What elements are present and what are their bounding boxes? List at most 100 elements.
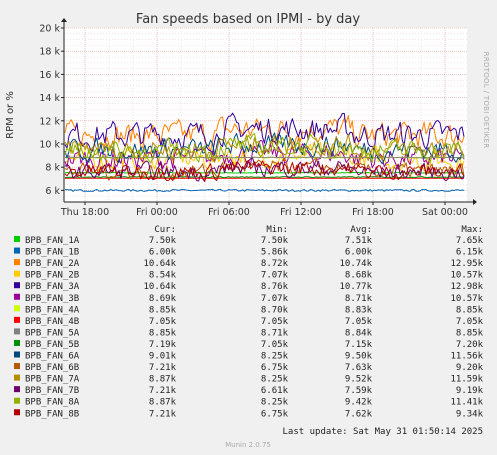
legend-avg: 8.68k	[345, 271, 373, 281]
legend-swatch	[14, 351, 20, 358]
legend-min: 6.75k	[261, 363, 289, 373]
legend-name: BPB_FAN_6A	[25, 352, 80, 362]
x-tick-label: Fri 18:00	[352, 207, 394, 218]
legend-header-min: Min:	[266, 225, 288, 235]
munin-version: Munin 2.0.75	[225, 441, 271, 449]
y-axis-label: RPM or %	[5, 91, 16, 139]
legend-header-cur: Cur:	[154, 225, 176, 235]
legend-max: 9.20k	[456, 363, 484, 373]
legend-min: 6.75k	[261, 409, 289, 419]
legend-min: 8.72k	[261, 259, 289, 269]
x-axis-arrow	[473, 199, 477, 205]
axes	[61, 18, 477, 205]
legend-cur: 6.00k	[149, 248, 177, 258]
legend-max: 10.57k	[450, 271, 483, 281]
y-tick-label: 16 k	[39, 70, 60, 81]
x-tick-label: Sat 00:00	[422, 207, 468, 218]
legend-cur: 8.54k	[149, 271, 177, 281]
legend-name: BPB_FAN_7A	[25, 375, 80, 385]
legend-swatch	[14, 236, 20, 242]
legend-max: 10.57k	[450, 294, 483, 304]
legend-avg: 9.50k	[345, 352, 373, 362]
legend-row: BPB_FAN_2B 8.54k 7.07k 8.68k 10.57k	[14, 270, 484, 281]
legend-avg: 7.59k	[345, 386, 373, 396]
legend-min: 7.07k	[261, 271, 289, 281]
legend-name: BPB_FAN_3B	[25, 294, 79, 304]
series-line	[64, 115, 465, 154]
legend-row: BPB_FAN_5B 7.19k 7.05k 7.15k 7.20k	[14, 339, 484, 350]
legend-swatch	[14, 305, 20, 312]
chart-title: Fan speeds based on IPMI - by day	[136, 12, 360, 27]
y-tick-label: 6 k	[45, 186, 60, 197]
legend-avg: 8.84k	[345, 328, 373, 338]
series-lines	[64, 112, 465, 192]
legend-avg: 9.42k	[345, 398, 373, 408]
legend-avg: 10.77k	[339, 282, 372, 292]
legend-max: 9.19k	[456, 386, 484, 396]
legend-cur: 7.21k	[149, 363, 177, 373]
legend-cur: 7.21k	[149, 409, 177, 419]
legend-swatch	[14, 374, 20, 381]
legend-min: 8.70k	[261, 305, 289, 315]
legend-min: 7.05k	[261, 340, 289, 350]
legend-max: 7.20k	[456, 340, 484, 350]
legend-cur: 8.69k	[149, 294, 177, 304]
legend-row: BPB_FAN_7A 8.87k 8.25k 9.52k 11.59k	[14, 374, 484, 385]
legend-swatch	[14, 293, 20, 300]
legend-avg: 9.52k	[345, 375, 373, 385]
legend-name: BPB_FAN_1A	[25, 236, 80, 246]
legend-avg: 7.15k	[345, 340, 373, 350]
legend-name: BPB_FAN_4B	[25, 317, 79, 327]
legend-min: 7.50k	[261, 236, 289, 246]
x-tick-label: Thu 18:00	[60, 207, 109, 218]
legend-avg: 7.05k	[345, 317, 373, 327]
legend-max: 9.34k	[456, 409, 484, 419]
series-line	[65, 156, 464, 159]
legend-row: BPB_FAN_7B 7.21k 6.61k 7.59k 9.19k	[14, 386, 484, 396]
legend-swatch	[14, 386, 20, 393]
legend-swatch	[14, 259, 20, 266]
legend-name: BPB_FAN_4A	[25, 305, 80, 315]
y-tick-label: 8 k	[45, 163, 60, 174]
legend-cur: 10.64k	[143, 259, 176, 269]
legend-row: BPB_FAN_8A 8.87k 8.25k 9.42k 11.41k	[14, 397, 484, 408]
legend-avg: 7.62k	[345, 409, 373, 419]
legend-max: 8.85k	[456, 305, 484, 315]
legend-name: BPB_FAN_8A	[25, 398, 80, 408]
legend-swatch	[14, 363, 20, 370]
legend-min: 8.25k	[261, 398, 289, 408]
legend-avg: 6.00k	[345, 248, 373, 258]
legend-avg: 8.71k	[345, 294, 373, 304]
y-axis-arrow	[61, 18, 67, 22]
legend-max: 11.56k	[450, 352, 483, 362]
legend-name: BPB_FAN_5A	[25, 328, 80, 338]
legend-min: 8.25k	[261, 352, 289, 362]
legend-row: BPB_FAN_4A 8.85k 8.70k 8.83k 8.85k	[14, 305, 484, 315]
legend-swatch	[14, 328, 20, 335]
series-line	[64, 112, 465, 154]
series-line	[64, 133, 465, 164]
legend-swatch	[14, 397, 20, 404]
legend-row: BPB_FAN_1B 6.00k 5.86k 6.00k 6.15k	[14, 247, 484, 258]
legend-cur: 9.01k	[149, 352, 177, 362]
legend-max: 11.41k	[450, 398, 483, 408]
legend-max: 11.59k	[450, 375, 483, 385]
legend-min: 8.71k	[261, 328, 289, 338]
series-line	[64, 159, 465, 182]
x-axis-ticks: Thu 18:00 Fri 00:00 Fri 06:00 Fri 12:00 Fri …	[60, 202, 468, 218]
legend-cur: 8.85k	[149, 328, 177, 338]
legend-max: 8.85k	[456, 328, 484, 338]
legend-name: BPB_FAN_2B	[25, 271, 79, 281]
legend-name: BPB_FAN_8B	[25, 409, 79, 419]
legend-row: BPB_FAN_8B 7.21k 6.75k 7.62k 9.34k	[14, 409, 484, 419]
legend-min: 8.76k	[261, 282, 289, 292]
legend-header-max: Max:	[461, 225, 483, 235]
legend-cur: 7.19k	[149, 340, 177, 350]
legend-row: BPB_FAN_5A 8.85k 8.71k 8.84k 8.85k	[14, 328, 484, 338]
legend-name: BPB_FAN_2A	[25, 259, 80, 269]
series-line	[65, 188, 465, 192]
legend-swatch	[14, 409, 20, 416]
legend-cur: 7.21k	[149, 386, 177, 396]
legend-cur: 7.05k	[149, 317, 177, 327]
legend-swatch	[14, 339, 20, 346]
